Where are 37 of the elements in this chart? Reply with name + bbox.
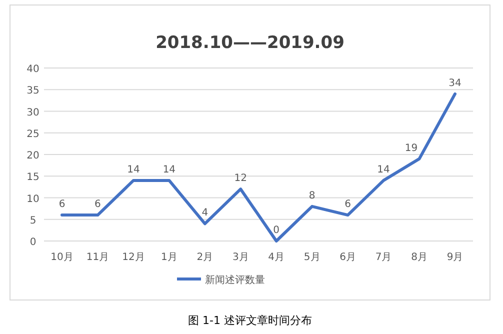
x-tick-label: 10月: [50, 252, 74, 263]
x-tick-label: 4月: [268, 252, 285, 263]
chart-title: 2018.10——2019.09: [156, 33, 344, 53]
y-tick-label: 30: [26, 107, 40, 118]
x-tick-label: 1月: [160, 252, 178, 263]
x-tick-label: 6月: [340, 252, 356, 263]
data-label: 12: [234, 173, 248, 184]
data-label: 8: [308, 190, 316, 202]
x-tick-label: 11月: [86, 252, 110, 263]
x-tick-label: 5月: [304, 252, 320, 263]
y-tick-label: 20: [26, 150, 40, 162]
x-tick-label: 12月: [122, 252, 145, 263]
data-label: 6: [94, 199, 101, 210]
x-tick-label: 3月: [232, 252, 249, 263]
x-tick-label: 2月: [196, 252, 214, 263]
y-tick-label: 25: [26, 128, 40, 140]
data-label: 14: [377, 164, 390, 176]
data-label: 6: [58, 199, 66, 210]
data-label: 6: [344, 199, 352, 210]
x-tick-label: 8月: [411, 252, 428, 263]
data-label: 34: [448, 78, 462, 89]
y-tick-label: 0: [30, 237, 36, 248]
data-label: 19: [404, 142, 418, 154]
data-label: 14: [127, 164, 140, 176]
data-label: 14: [162, 164, 176, 176]
line-series: [60, 92, 456, 242]
legend-label: 新闻述评数量: [205, 274, 265, 286]
y-tick-label: 5: [30, 215, 36, 226]
y-tick-label: 15: [26, 172, 40, 184]
data-label: 0: [273, 225, 280, 236]
x-tick-label: 9月: [446, 252, 464, 263]
y-tick-label: 10: [26, 194, 40, 205]
data-label: 4: [202, 208, 208, 219]
x-tick-label: 7月: [375, 252, 392, 263]
y-tick-label: 40: [26, 64, 40, 75]
caption: 图 1-1 述评文章时间分布: [188, 314, 312, 327]
y-tick-label: 35: [26, 86, 40, 97]
